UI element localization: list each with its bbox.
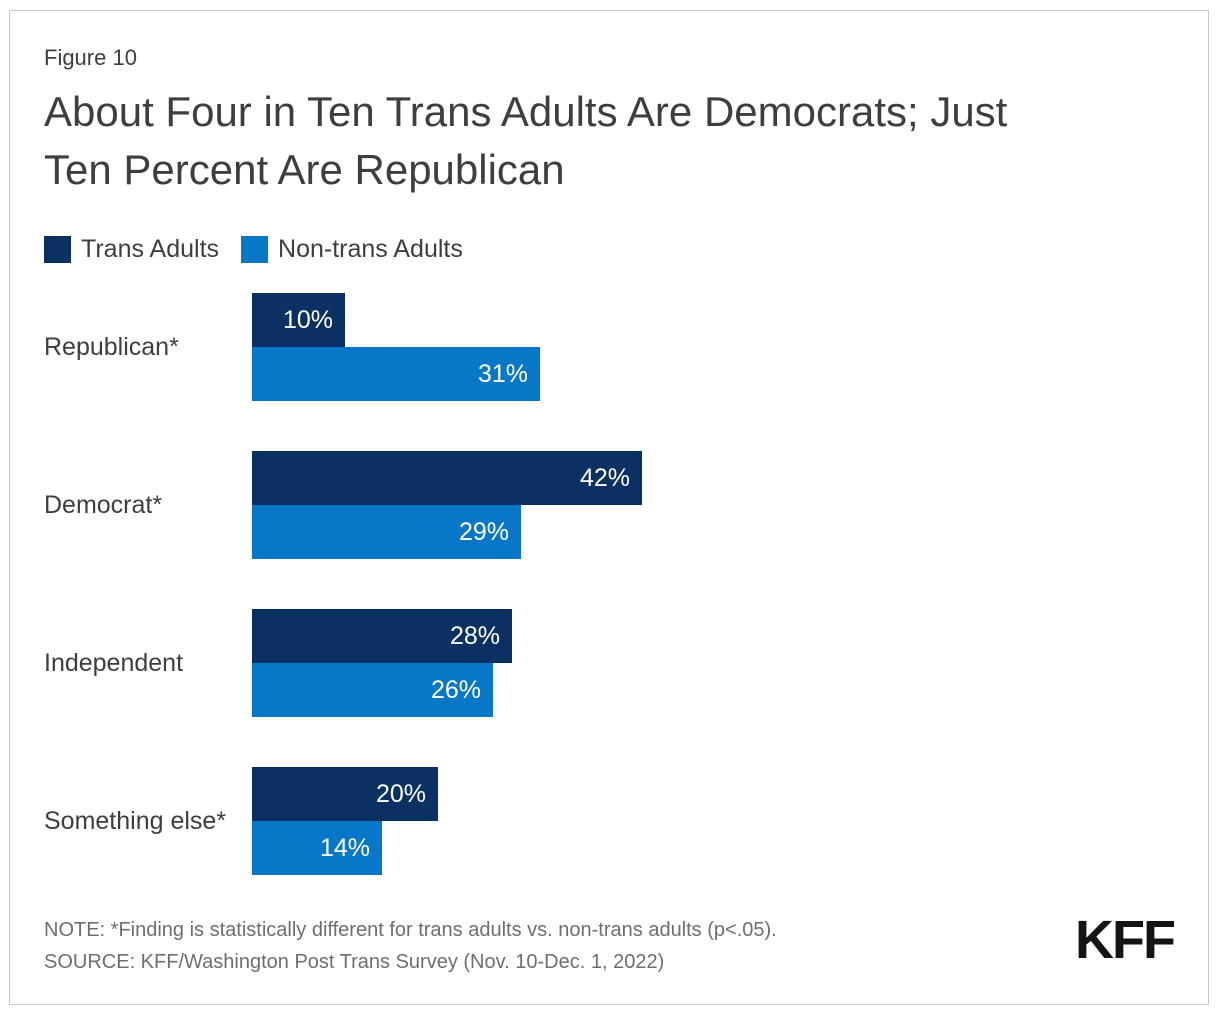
category-label: Democrat*	[44, 490, 163, 519]
category-label: Something else*	[44, 806, 227, 835]
legend-item-non-trans-adults: Non-trans Adults	[241, 235, 463, 264]
bar-value-label: 14%	[319, 833, 370, 862]
chart-title: About Four in Ten Trans Adults Are Democ…	[44, 83, 1007, 199]
category-label: Independent	[44, 648, 184, 677]
figure-frame: Figure 10 About Four in Ten Trans Adults…	[9, 10, 1209, 1005]
bar-trans-adults: 20%	[252, 767, 438, 821]
bar-trans-adults: 42%	[252, 451, 642, 505]
legend-label-non-trans-adults: Non-trans Adults	[278, 235, 463, 263]
bar-non-trans-adults: 14%	[252, 821, 382, 875]
legend: Trans Adults Non-trans Adults	[44, 235, 485, 264]
bar-chart: Republican* 10% 31% Democrat* 42% 29% Independ…	[44, 11, 1174, 1006]
category-label: Republican*	[44, 332, 179, 361]
source-text: SOURCE: KFF/Washington Post Trans Survey…	[44, 951, 665, 973]
chart-title-line1: About Four in Ten Trans Adults Are Democ…	[44, 88, 1008, 135]
bar-value-label: 28%	[449, 621, 500, 650]
chart-row: Something else* 20% 14%	[44, 767, 1174, 875]
bar-trans-adults: 10%	[252, 293, 345, 347]
bar-value-label: 20%	[375, 779, 426, 808]
chart-row: Democrat* 42% 29%	[44, 451, 1174, 559]
bar-value-label: 31%	[477, 359, 528, 388]
bar-non-trans-adults: 26%	[252, 663, 493, 717]
bar-non-trans-adults: 29%	[252, 505, 521, 559]
chart-row: Republican* 10% 31%	[44, 293, 1174, 401]
figure-number: Figure 10	[44, 45, 137, 70]
bar-value-label: 26%	[430, 675, 481, 704]
kff-logo: KFF	[1075, 910, 1176, 970]
bar-non-trans-adults: 31%	[252, 347, 540, 401]
legend-item-trans-adults: Trans Adults	[44, 235, 219, 264]
bar-value-label: 42%	[579, 463, 630, 492]
legend-swatch-non-trans-adults	[241, 236, 269, 263]
note-text: NOTE: *Finding is statistically differen…	[44, 919, 777, 941]
legend-label-trans-adults: Trans Adults	[81, 235, 220, 263]
chart-row: Independent 28% 26%	[44, 609, 1174, 717]
bar-trans-adults: 28%	[252, 609, 512, 663]
bar-value-label: 10%	[282, 305, 333, 334]
chart-title-line2: Ten Percent Are Republican	[44, 146, 565, 193]
footnotes: NOTE: *Finding is statistically differen…	[44, 914, 777, 978]
legend-swatch-trans-adults	[44, 236, 71, 263]
bar-value-label: 29%	[458, 517, 509, 546]
